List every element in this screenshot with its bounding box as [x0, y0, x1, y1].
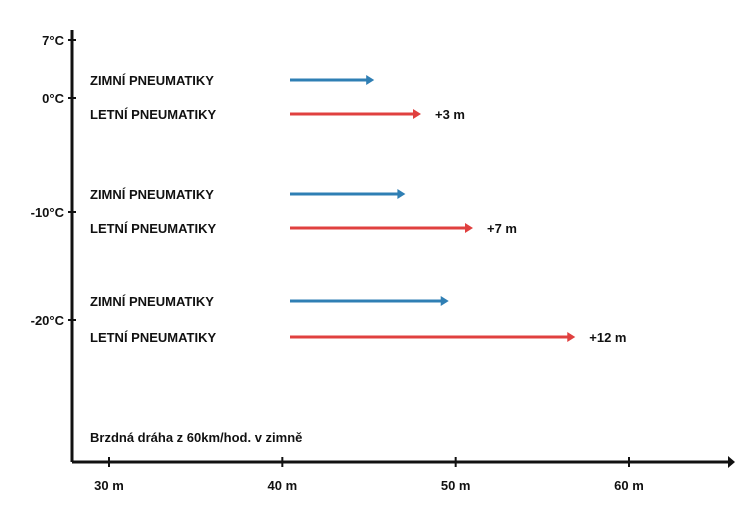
y-tick-label: 7°C: [42, 33, 64, 48]
axes: 7°C 0°C -10°C -20°C 30 m 40 m 50 m 60 m: [31, 30, 735, 493]
x-tick-label: 60 m: [614, 478, 644, 493]
x-axis-arrowhead: [728, 456, 735, 468]
bar-arrowhead-summer: [465, 223, 473, 233]
bar-arrowhead-summer: [413, 109, 421, 119]
bar-label: LETNÍ PNEUMATIKY: [90, 330, 216, 345]
bar-label: ZIMNÍ PNEUMATIKY: [90, 294, 214, 309]
y-tick-label: -10°C: [31, 205, 65, 220]
bar-label: ZIMNÍ PNEUMATIKY: [90, 187, 214, 202]
x-tick-label: 30 m: [94, 478, 124, 493]
bar-arrowhead-winter: [366, 75, 375, 85]
bars: ZIMNÍ PNEUMATIKY LETNÍ PNEUMATIKY +3 m ZIMN…: [90, 73, 627, 345]
difference-label: +7 m: [487, 221, 517, 236]
x-tick-label: 40 m: [268, 478, 298, 493]
y-tick-label: -20°C: [31, 313, 65, 328]
bar-arrowhead-winter: [440, 296, 449, 306]
bar-arrowhead-winter: [397, 189, 406, 199]
bar-label: LETNÍ PNEUMATIKY: [90, 107, 216, 122]
difference-label: +12 m: [589, 330, 626, 345]
difference-label: +3 m: [435, 107, 465, 122]
bar-label: LETNÍ PNEUMATIKY: [90, 221, 216, 236]
chart-note: Brzdná dráha z 60km/hod. v zimně: [90, 430, 302, 445]
bar-label: ZIMNÍ PNEUMATIKY: [90, 73, 214, 88]
bar-arrowhead-summer: [567, 332, 576, 342]
y-tick-label: 0°C: [42, 91, 64, 106]
x-tick-label: 50 m: [441, 478, 471, 493]
